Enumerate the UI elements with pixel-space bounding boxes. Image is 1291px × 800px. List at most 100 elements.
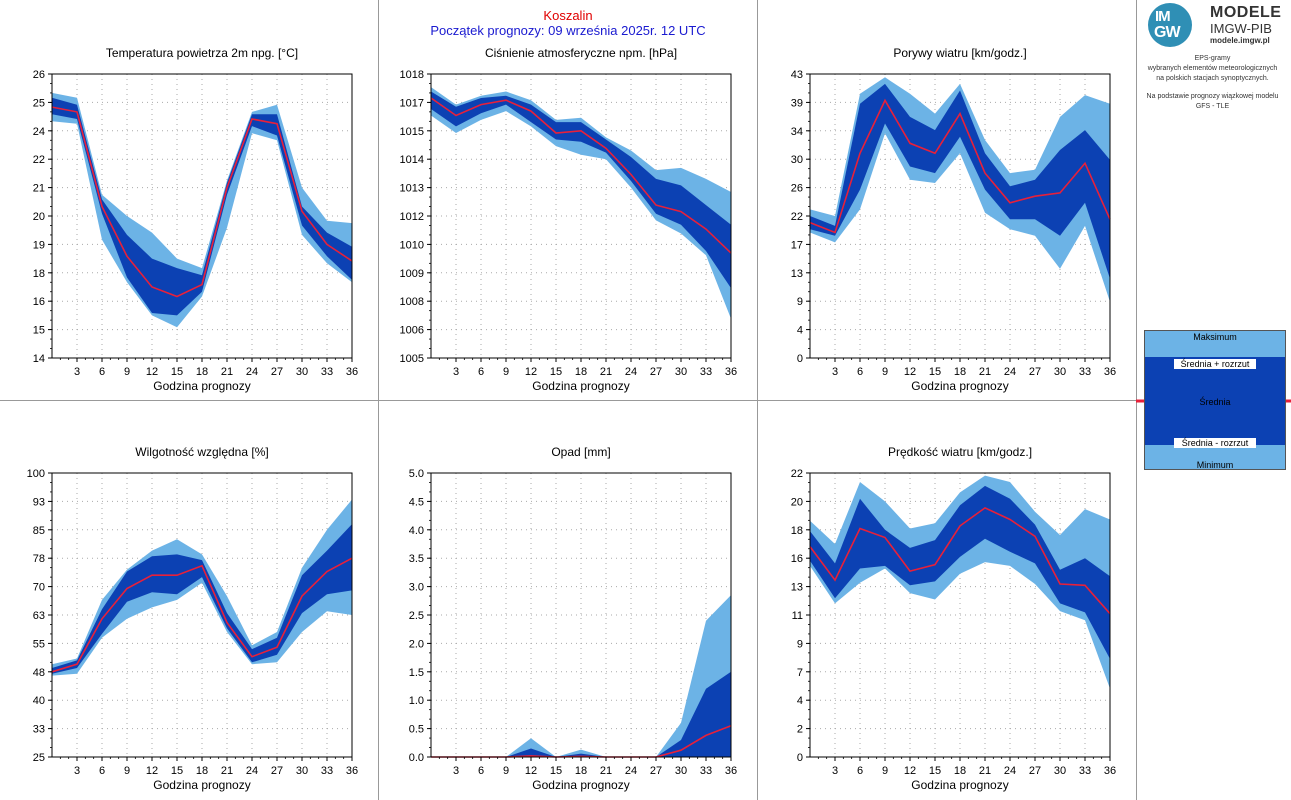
y-tick-label: 1006 [400, 325, 424, 337]
chart-panel: Wilgotność względna [%]25334048556370788… [27, 445, 358, 792]
imgw-logo[interactable]: IM GW MODELE IMGW-PIB modele.imgw.pl [1144, 2, 1284, 48]
y-tick-label: 43 [791, 69, 803, 81]
y-tick-label: 0.5 [409, 724, 424, 736]
forecast-header: Koszalin Początek prognozy: 09 września … [379, 0, 757, 38]
logo-url[interactable]: modele.imgw.pl [1210, 36, 1270, 45]
y-tick-label: 1008 [400, 296, 424, 308]
y-tick-label: 1005 [400, 353, 424, 365]
spread-band [52, 97, 352, 316]
y-tick-label: 1012 [400, 211, 424, 223]
y-tick-label: 33 [33, 724, 45, 736]
x-tick-label: 12 [525, 366, 537, 378]
legend-label-mean-plus: Średnia + rozrzut [1174, 359, 1256, 369]
y-tick-label: 3.5 [409, 553, 424, 565]
x-tick-label: 21 [221, 366, 233, 378]
y-tick-label: 14 [33, 353, 45, 365]
x-tick-label: 27 [650, 366, 662, 378]
x-tick-label: 24 [1004, 366, 1016, 378]
y-tick-label: 1018 [400, 69, 424, 81]
y-tick-label: 63 [33, 610, 45, 622]
chart-title: Prędkość wiatru [km/godz.] [888, 445, 1032, 459]
y-tick-label: 1015 [400, 126, 424, 138]
y-tick-label: 4 [797, 325, 803, 337]
chart-panel: Prędkość wiatru [km/godz.]02479111316182… [791, 445, 1116, 792]
y-tick-label: 1010 [400, 239, 424, 251]
y-tick-label: 0 [797, 752, 803, 764]
y-tick-label: 30 [791, 154, 803, 166]
y-tick-label: 1013 [400, 183, 424, 195]
x-tick-label: 30 [675, 366, 687, 378]
y-tick-label: 26 [33, 69, 45, 81]
mean-line [51, 106, 353, 298]
spread-band [810, 485, 1110, 659]
x-tick-label: 27 [1029, 366, 1041, 378]
x-tick-label: 3 [74, 366, 80, 378]
y-tick-label: 1009 [400, 268, 424, 280]
x-tick-label: 33 [321, 765, 333, 777]
x-tick-label: 36 [725, 366, 737, 378]
chart-panel: Temperatura powietrza 2m npg. [°C] 14 15 16… [33, 46, 358, 393]
mean-line [430, 97, 732, 254]
x-tick-label: 18 [954, 366, 966, 378]
x-tick-label: 30 [1054, 765, 1066, 777]
legend-band-min [1145, 445, 1285, 469]
x-tick-label: 15 [929, 366, 941, 378]
x-tick-label: 36 [1104, 765, 1116, 777]
x-tick-label: 9 [503, 366, 509, 378]
y-tick-label: 18 [791, 525, 803, 537]
info-line-1: EPS-gramy [1194, 55, 1231, 62]
x-tick-label: 33 [700, 366, 712, 378]
x-tick-label: 30 [296, 765, 308, 777]
info-panel: EPS-gramy wybranych elementów meteorolog… [1134, 54, 1291, 112]
chart-title: Ciśnienie atmosferyczne npm. [hPa] [485, 46, 677, 60]
imgw-badge-icon: IM GW [1148, 3, 1192, 47]
x-tick-label: 33 [321, 366, 333, 378]
x-axis-label: Godzina prognozy [911, 379, 1008, 393]
x-tick-label: 24 [625, 366, 637, 378]
legend-box: Maksimum Średnia + rozrzut Średnia Średn… [1144, 330, 1286, 470]
spread-band [52, 524, 352, 674]
info-line-4: Na podstawie prognozy wiązkowej modelu [1146, 93, 1279, 100]
y-tick-label: 39 [791, 97, 803, 109]
y-tick-label: 2 [797, 724, 803, 736]
x-tick-label: 12 [525, 765, 537, 777]
station-name: Koszalin [543, 8, 593, 23]
x-tick-label: 15 [550, 366, 562, 378]
x-tick-label: 24 [1004, 765, 1016, 777]
legend-band-spread [1145, 357, 1285, 445]
y-tick-label: 13 [791, 582, 803, 594]
forecast-start-text: Początek prognozy: 09 września 2025r. 12… [430, 23, 706, 38]
y-tick-label: 15 [33, 325, 45, 337]
x-axis-label: Godzina prognozy [911, 778, 1008, 792]
y-tick-label: 70 [33, 582, 45, 594]
x-tick-label: 12 [904, 366, 916, 378]
y-tick-label: 17 [791, 239, 803, 251]
x-tick-label: 36 [725, 765, 737, 777]
x-tick-label: 30 [296, 366, 308, 378]
info-line-3: na polskich stacjach synoptycznych. [1156, 75, 1269, 82]
chart-title: Porywy wiatru [km/godz.] [893, 46, 1026, 60]
x-axis-label: Godzina prognozy [153, 778, 250, 792]
x-tick-label: 12 [146, 765, 158, 777]
x-tick-label: 21 [600, 765, 612, 777]
x-tick-label: 21 [979, 765, 991, 777]
y-tick-label: 9 [797, 296, 803, 308]
x-tick-label: 6 [478, 765, 484, 777]
y-tick-label: 25 [33, 97, 45, 109]
min-max-band [52, 92, 352, 328]
logo-subtitle: IMGW-PIB [1210, 21, 1272, 36]
x-tick-label: 36 [346, 765, 358, 777]
y-tick-label: 1.5 [409, 667, 424, 679]
x-tick-label: 3 [832, 366, 838, 378]
y-tick-label: 34 [791, 126, 803, 138]
y-tick-label: 24 [33, 126, 45, 138]
legend-band-max [1145, 331, 1285, 357]
legend-label-max: Maksimum [1193, 332, 1237, 342]
y-tick-label: 22 [33, 154, 45, 166]
badge-top-text: IM [1155, 8, 1171, 25]
logo-title: MODELE [1210, 4, 1282, 21]
y-tick-label: 4 [797, 695, 803, 707]
y-tick-label: 4.5 [409, 496, 424, 508]
x-tick-label: 24 [625, 765, 637, 777]
y-tick-label: 20 [791, 496, 803, 508]
